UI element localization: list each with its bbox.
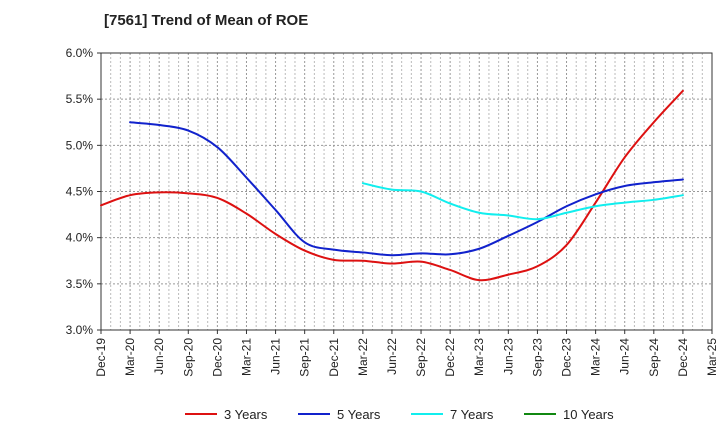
x-tick-label: Sep-24 bbox=[647, 338, 661, 377]
x-tick-label: Jun-21 bbox=[269, 338, 283, 375]
y-tick-label: 4.0% bbox=[66, 231, 94, 245]
x-tick-label: Jun-20 bbox=[152, 338, 166, 375]
x-tick-label: Jun-23 bbox=[501, 338, 515, 375]
legend-label-3-years: 3 Years bbox=[224, 407, 268, 422]
x-tick-label: Mar-24 bbox=[589, 338, 603, 376]
x-tick-label: Sep-21 bbox=[298, 338, 312, 377]
x-tick-label: Mar-20 bbox=[123, 338, 137, 376]
x-tick-label: Mar-22 bbox=[356, 338, 370, 376]
chart-title: [7561] Trend of Mean of ROE bbox=[104, 12, 309, 29]
y-tick-label: 6.0% bbox=[66, 46, 94, 60]
y-tick-label: 5.0% bbox=[66, 138, 94, 152]
grid bbox=[101, 53, 712, 330]
x-tick-label: Dec-22 bbox=[443, 338, 457, 377]
x-tick-label: Jun-24 bbox=[618, 338, 632, 375]
x-tick-label: Jun-22 bbox=[385, 338, 399, 375]
y-axis: 3.0% 3.5% 4.0% 4.5% 5.0% 5.5% 6.0% bbox=[66, 46, 101, 337]
y-tick-label: 4.5% bbox=[66, 185, 94, 199]
x-tick-label: Mar-25 bbox=[705, 338, 719, 376]
legend-label-5-years: 5 Years bbox=[337, 407, 381, 422]
y-tick-label: 3.0% bbox=[66, 323, 94, 337]
series-lines bbox=[100, 89, 684, 282]
x-tick-label: Dec-24 bbox=[676, 338, 690, 377]
series-line-3-years bbox=[100, 89, 684, 282]
x-axis: Dec-19 Mar-20 Jun-20 Sep-20 Dec-20 Mar-21 Jun-… bbox=[94, 330, 719, 377]
y-tick-label: 5.5% bbox=[66, 92, 94, 106]
series-line-7-years bbox=[361, 182, 684, 221]
x-tick-label: Dec-19 bbox=[94, 338, 108, 377]
x-tick-label: Dec-21 bbox=[327, 338, 341, 377]
x-tick-label: Mar-23 bbox=[472, 338, 486, 376]
x-tick-label: Dec-20 bbox=[210, 338, 224, 377]
x-tick-label: Mar-21 bbox=[239, 338, 253, 376]
legend-label-7-years: 7 Years bbox=[450, 407, 494, 422]
series-line-5-years bbox=[129, 121, 684, 257]
x-tick-label: Sep-22 bbox=[414, 338, 428, 377]
y-tick-label: 3.5% bbox=[66, 277, 94, 291]
legend: 3 Years 5 Years 7 Years 10 Years bbox=[185, 407, 614, 422]
legend-label-10-years: 10 Years bbox=[563, 407, 614, 422]
x-tick-label: Sep-20 bbox=[181, 338, 195, 377]
x-tick-label: Dec-23 bbox=[560, 338, 574, 377]
x-tick-label: Sep-23 bbox=[530, 338, 544, 377]
